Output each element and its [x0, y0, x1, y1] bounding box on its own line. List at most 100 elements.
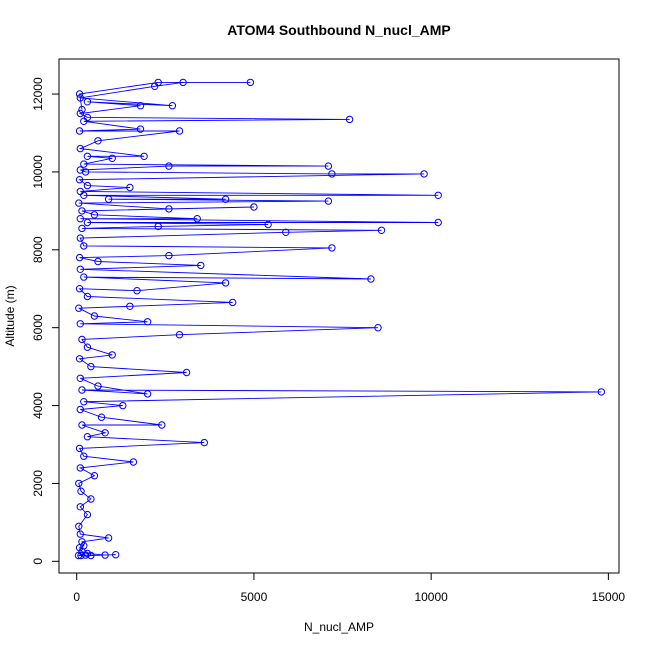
data-point: [94, 257, 102, 266]
data-point: [76, 374, 85, 382]
data-point: [179, 78, 187, 87]
x-tick-label: 10000: [414, 590, 448, 604]
data-point: [78, 105, 86, 114]
data-point: [76, 166, 85, 174]
data-point: [75, 522, 83, 530]
data-point: [80, 542, 88, 550]
data-point: [282, 228, 290, 237]
data-point: [168, 102, 177, 110]
data-point: [76, 94, 85, 102]
data-point: [165, 251, 173, 260]
data-point: [87, 495, 95, 503]
data-point: [77, 487, 85, 495]
data-point: [76, 265, 85, 273]
data-point: [328, 170, 336, 178]
x-axis: 0 5000 10000 15000: [73, 573, 625, 604]
data-point: [229, 298, 237, 307]
data-point: [108, 154, 116, 163]
data-point: [80, 452, 88, 460]
data-point: [140, 152, 148, 161]
data-point: [94, 137, 102, 145]
data-point: [264, 220, 272, 229]
x-axis-label: N_nucl_AMP: [304, 620, 374, 634]
data-point: [154, 222, 162, 231]
data-point: [87, 362, 95, 371]
data-point: [90, 312, 99, 320]
data-point: [83, 292, 92, 301]
data-point: [434, 191, 442, 200]
data-point: [75, 253, 84, 262]
data-point: [87, 551, 95, 560]
data-point: [75, 90, 84, 98]
y-tick-label: 4000: [31, 392, 45, 419]
data-point: [434, 218, 442, 227]
data-point: [76, 530, 85, 538]
data-point: [76, 144, 85, 153]
data-point: [175, 331, 184, 339]
data-point: [83, 433, 92, 441]
data-point: [182, 368, 191, 377]
data-point: [78, 224, 86, 233]
plot-frame: [58, 58, 620, 574]
data-point: [80, 273, 88, 281]
data-point: [165, 162, 173, 170]
series-layer: [74, 78, 605, 560]
data-point: [75, 444, 84, 453]
data-point: [246, 78, 255, 87]
data-point: [324, 162, 333, 170]
chart-title: ATOM4 Southbound N_nucl_AMP: [227, 22, 450, 38]
data-point: [221, 195, 230, 203]
series-line: [78, 81, 602, 556]
data-point: [78, 386, 86, 394]
data-point: [197, 261, 205, 270]
data-point: [101, 551, 109, 559]
data-point: [597, 388, 605, 396]
y-tick-label: 6000: [31, 314, 45, 341]
data-point: [77, 551, 85, 560]
x-tick-label: 5000: [241, 590, 268, 604]
data-point: [76, 320, 85, 328]
data-point: [80, 160, 88, 168]
data-point: [80, 398, 88, 406]
data-point: [76, 234, 85, 242]
data-point: [324, 197, 333, 205]
data-point: [90, 211, 99, 219]
data-point: [193, 215, 201, 223]
data-point: [143, 318, 152, 326]
data-point: [126, 302, 134, 310]
data-point: [345, 115, 354, 124]
data-point: [76, 109, 85, 118]
data-point: [112, 551, 120, 559]
data-point: [154, 78, 162, 87]
data-point: [83, 510, 92, 519]
data-point: [90, 472, 99, 480]
data-point: [158, 421, 166, 429]
y-tick-label: 8000: [31, 236, 45, 263]
data-point: [83, 343, 92, 351]
data-point: [75, 304, 83, 312]
x-tick-label: 15000: [592, 590, 626, 604]
data-point: [175, 127, 184, 135]
data-point: [108, 351, 116, 359]
data-point: [126, 183, 134, 192]
data-point: [78, 207, 86, 215]
data-point: [367, 275, 375, 283]
data-point: [136, 125, 145, 133]
data-point: [75, 285, 84, 293]
data-point: [83, 113, 92, 122]
data-point: [94, 382, 102, 390]
data-point: [76, 187, 85, 196]
data-point: [78, 335, 86, 344]
data-point: [83, 218, 92, 227]
data-point: [101, 429, 109, 437]
data-point: [104, 195, 113, 203]
data-point: [374, 324, 382, 332]
data-point: [78, 538, 86, 546]
data-point: [420, 170, 428, 178]
data-point: [76, 503, 85, 511]
data-point: [129, 458, 138, 466]
data-point: [221, 279, 230, 287]
data-point: [76, 464, 85, 472]
y-tick-label: 0: [31, 558, 45, 565]
